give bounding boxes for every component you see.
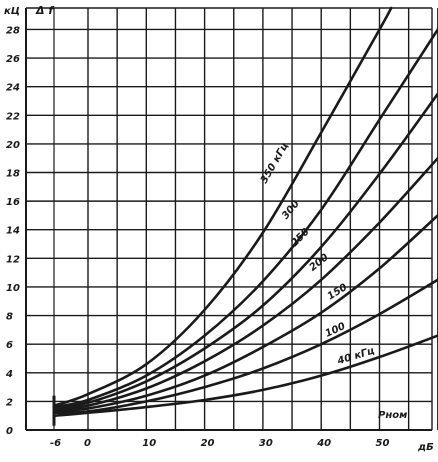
x-tick-label: -6 xyxy=(50,438,61,449)
axes xyxy=(25,8,433,431)
x-tick-label: 50 xyxy=(376,438,390,449)
y-tick-label: 4 xyxy=(5,369,13,380)
y-tick-label: 22 xyxy=(6,111,20,122)
y-tick-label: 18 xyxy=(6,169,20,180)
y-tick-label: 14 xyxy=(6,226,20,237)
x-axis-label: Pном xyxy=(378,410,407,421)
series-line xyxy=(52,278,438,415)
y-tick-label: 12 xyxy=(6,254,20,265)
series-line xyxy=(52,334,438,417)
grid xyxy=(26,7,438,431)
x-tick-label: 10 xyxy=(142,438,156,449)
series-label: 200 xyxy=(308,252,331,274)
x-axis-unit: дБ xyxy=(417,442,434,453)
y-axis-label-right: Δ f xyxy=(35,4,54,17)
y-tick-label: 24 xyxy=(6,83,20,94)
series-line xyxy=(52,28,438,409)
series-line xyxy=(52,214,438,413)
y-tick-label: 0 xyxy=(6,426,13,437)
y-tick-label: 20 xyxy=(6,140,20,151)
x-tick-label: 20 xyxy=(201,438,215,449)
y-tick-label: 10 xyxy=(6,283,20,294)
series-line xyxy=(52,156,438,412)
series-label: 150 xyxy=(326,282,350,302)
y-tick-label: 2 xyxy=(6,397,13,408)
y-tick-label: 16 xyxy=(6,197,20,208)
y-tick-label: 26 xyxy=(6,54,20,65)
curves xyxy=(52,6,438,426)
series-line xyxy=(52,6,393,407)
y-tick-label: 28 xyxy=(6,25,20,36)
series-label: 350 кГц xyxy=(259,141,291,185)
y-tick-label: 8 xyxy=(6,312,13,323)
y-axis-label-left: кЦ xyxy=(4,6,20,17)
x-tick-label: 0 xyxy=(84,438,91,449)
x-tick-label: 40 xyxy=(316,438,331,449)
series-label: 300 xyxy=(280,199,302,222)
y-tick-label: 6 xyxy=(6,340,13,351)
series-line xyxy=(52,92,438,410)
x-tick-label: 30 xyxy=(259,438,273,449)
